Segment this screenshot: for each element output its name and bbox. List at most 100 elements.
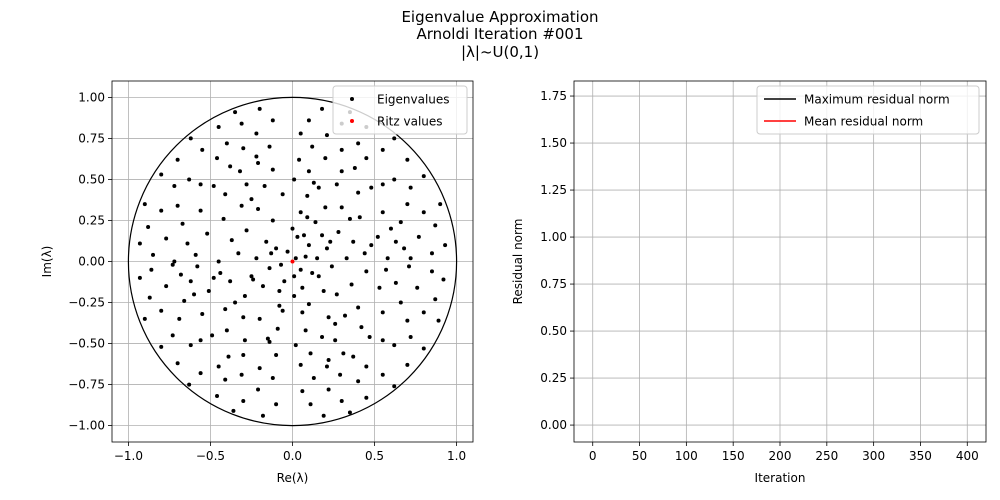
eigenvalue-point — [270, 118, 275, 123]
eigenvalue-point — [367, 334, 372, 339]
eigenvalue-point — [338, 372, 343, 377]
left-y-tick-label: −1.00 — [68, 419, 105, 433]
eigenvalue-point — [279, 262, 284, 267]
eigenvalue-point — [172, 184, 177, 189]
eigenvalue-point — [364, 269, 369, 274]
eigenvalue-point — [216, 364, 221, 369]
eigenvalue-point — [364, 156, 369, 161]
eigenvalue-point — [290, 226, 295, 231]
eigenvalue-point — [311, 376, 316, 381]
eigenvalue-point — [356, 190, 361, 195]
eigenvalue-point — [146, 225, 151, 230]
eigenvalue-point — [175, 203, 180, 208]
left-y-axis-label: Im(λ) — [40, 246, 54, 278]
eigenvalue-point — [188, 279, 193, 284]
eigenvalue-point — [405, 318, 410, 323]
eigenvalue-point — [285, 249, 290, 254]
eigenvalue-point — [405, 157, 410, 162]
eigenvalue-point — [402, 246, 407, 251]
eigenvalue-point — [159, 172, 164, 177]
eigenvalue-point — [408, 334, 413, 339]
eigenvalue-point — [443, 243, 448, 248]
eigenvalue-point — [236, 251, 241, 256]
eigenvalue-point — [392, 177, 397, 182]
eigenvalue-point — [295, 234, 300, 239]
eigenvalue-point — [231, 408, 236, 413]
eigenvalue-point — [301, 233, 306, 238]
eigenvalue-point — [264, 239, 269, 244]
eigenvalue-point — [398, 220, 403, 225]
eigenvalue-point — [241, 146, 246, 151]
eigenvalue-point — [349, 282, 354, 287]
eigenvalue-point — [344, 256, 349, 261]
title-line-2: Arnoldi Iteration #001 — [416, 25, 583, 43]
eigenvalue-point — [254, 131, 259, 136]
eigenvalue-point — [436, 318, 441, 323]
eigenvalue-point — [277, 303, 282, 308]
eigenvalue-point — [369, 243, 374, 248]
left-legend: Eigenvalues Ritz values — [332, 85, 468, 135]
eigenvalue-point — [267, 266, 272, 271]
eigenvalue-point — [187, 382, 192, 387]
eigenvalue-point — [164, 236, 169, 241]
eigenvalue-point — [270, 167, 275, 172]
eigenvalue-point — [421, 174, 426, 179]
eigenvalue-point — [142, 202, 147, 207]
eigenvalue-point — [310, 270, 315, 275]
eigenvalue-point — [239, 203, 244, 208]
eigenvalue-point — [313, 220, 318, 225]
eigenvalue-point — [362, 251, 367, 256]
left-y-tick-label: 0.75 — [78, 131, 105, 145]
eigenvalue-point — [262, 184, 267, 189]
eigenvalue-point — [323, 205, 328, 210]
right-y-tick-label: 0.00 — [540, 418, 567, 432]
eigenvalue-point — [221, 216, 226, 221]
eigenvalue-point — [308, 402, 313, 407]
eigenvalue-point — [170, 262, 175, 267]
eigenvalue-point — [433, 223, 438, 228]
left-y-tick-label: 0.50 — [78, 172, 105, 186]
eigenvalue-point — [170, 333, 175, 338]
eigenvalue-point — [292, 177, 297, 182]
right-y-tick-label: 0.50 — [540, 324, 567, 338]
eigenvalue-point — [224, 328, 229, 333]
eigenvalue-point — [277, 289, 282, 294]
ritz-value-points — [290, 259, 295, 264]
eigenvalue-point — [260, 284, 265, 289]
eigenvalue-point — [282, 279, 287, 284]
eigenvalue-point — [210, 333, 215, 338]
eigenvalue-point — [334, 182, 339, 187]
eigenvalue-point — [192, 292, 197, 297]
eigenvalue-point — [275, 326, 280, 331]
eigenvalue-point — [405, 202, 410, 207]
eigenvalue-point — [364, 395, 369, 400]
eigenvalue-point — [237, 169, 242, 174]
eigenvalue-point — [260, 413, 265, 418]
eigenvalue-point — [421, 310, 426, 315]
eigenvalue-point — [407, 264, 412, 269]
eigenvalue-point — [334, 292, 339, 297]
eigenvalue-point — [303, 254, 308, 259]
eigenvalue-point — [343, 313, 348, 318]
ritz-value-point — [290, 259, 295, 264]
eigenvalue-point — [147, 295, 152, 300]
eigenvalue-point — [380, 210, 385, 215]
eigenvalue-point — [393, 239, 398, 244]
eigenvalue-points — [137, 106, 448, 418]
eigenvalue-point — [320, 106, 325, 111]
eigenvalue-point — [380, 338, 385, 343]
left-x-tick-label: −0.5 — [196, 449, 225, 463]
eigenvalue-point — [218, 270, 223, 275]
eigenvalue-point — [298, 267, 303, 272]
eigenvalue-point — [385, 256, 390, 261]
eigenvalue-point — [339, 205, 344, 210]
eigenvalue-point — [352, 165, 357, 170]
left-y-tick-label: −0.75 — [68, 378, 105, 392]
right-y-axis-label: Residual norm — [511, 219, 525, 305]
eigenvalue-point — [326, 315, 331, 320]
right-legend: Maximum residual norm Mean residual norm — [756, 85, 980, 135]
eigenvalue-point — [239, 121, 244, 126]
eigenvalue-point — [188, 136, 193, 141]
